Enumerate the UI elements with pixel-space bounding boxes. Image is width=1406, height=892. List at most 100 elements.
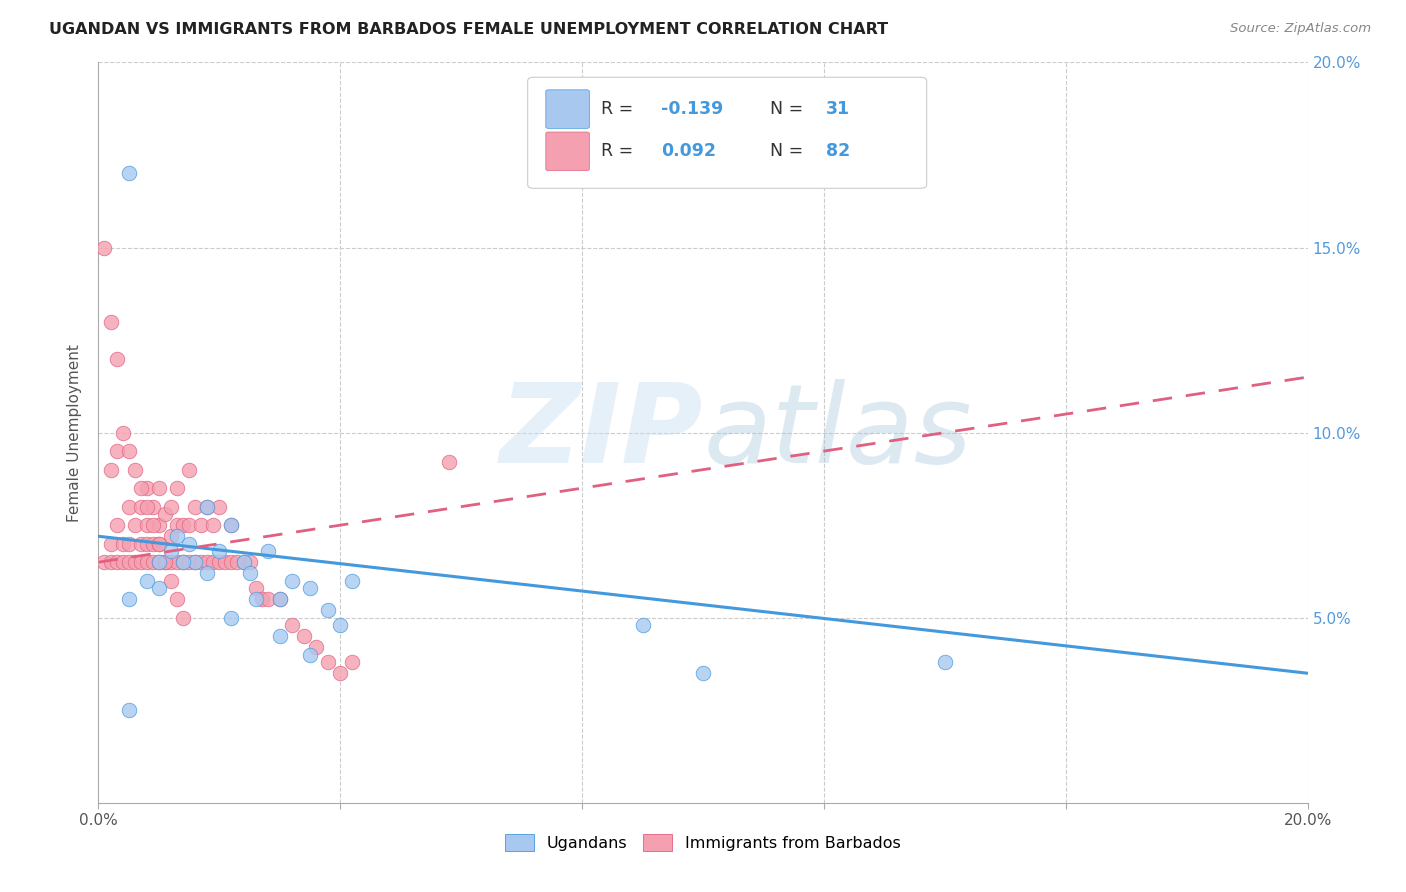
Y-axis label: Female Unemployment: Female Unemployment [67,343,83,522]
Point [124,518,146,533]
Point [124,462,146,476]
Point [160,574,183,588]
Point [172,518,194,533]
Point [245,581,267,595]
Point [316,655,339,669]
Point [342,574,364,588]
Point [166,481,188,495]
Point [329,666,352,681]
Point [232,555,254,569]
Point [105,351,128,366]
Point [166,555,188,569]
FancyBboxPatch shape [546,90,589,128]
Point [172,610,194,624]
Point [148,536,170,550]
Text: atlas: atlas [703,379,972,486]
Point [111,536,134,550]
Point [184,555,207,569]
Point [166,529,188,543]
Point [118,592,141,607]
Point [214,555,236,569]
Point [934,655,956,669]
Point [172,555,194,569]
Point [631,618,654,632]
Point [93,240,115,255]
Point [148,481,170,495]
Point [166,592,188,607]
Point [245,592,267,607]
Text: -0.139: -0.139 [661,100,723,118]
Point [179,536,201,550]
Text: 0.092: 0.092 [661,143,716,161]
Point [129,500,152,514]
Point [105,444,128,458]
Point [305,640,328,655]
Point [221,610,243,624]
Point [100,462,122,476]
Point [93,555,115,569]
Point [160,544,183,558]
Point [221,518,243,533]
Text: UGANDAN VS IMMIGRANTS FROM BARBADOS FEMALE UNEMPLOYMENT CORRELATION CHART: UGANDAN VS IMMIGRANTS FROM BARBADOS FEMA… [49,22,889,37]
Text: 31: 31 [827,100,851,118]
Point [299,648,322,662]
Point [118,536,141,550]
Point [118,500,141,514]
Point [129,555,152,569]
Point [292,629,315,643]
Point [202,555,225,569]
Point [153,507,176,521]
Point [160,529,183,543]
Point [179,462,201,476]
Point [129,536,152,550]
Point [202,518,225,533]
Point [148,555,170,569]
Point [232,555,254,569]
Point [100,555,122,569]
Point [135,555,157,569]
Point [281,574,304,588]
Point [195,555,218,569]
Point [111,555,134,569]
Point [299,581,322,595]
Point [342,655,364,669]
Point [135,500,157,514]
Point [135,481,157,495]
Point [118,703,141,717]
Point [160,500,183,514]
Point [135,518,157,533]
Point [100,536,122,550]
Text: Source: ZipAtlas.com: Source: ZipAtlas.com [1230,22,1371,36]
Point [256,592,278,607]
Point [239,566,262,581]
Point [208,500,231,514]
Point [160,555,183,569]
Point [135,574,157,588]
Point [226,555,249,569]
Point [184,555,207,569]
Point [124,555,146,569]
Text: R =: R = [602,143,640,161]
Point [250,592,273,607]
FancyBboxPatch shape [546,132,589,170]
Point [269,629,291,643]
Point [105,555,128,569]
Point [118,444,141,458]
Point [195,500,218,514]
Point [111,425,134,440]
Point [142,500,165,514]
Point [118,555,141,569]
Point [269,592,291,607]
Text: R =: R = [602,100,640,118]
Point [148,518,170,533]
Point [437,455,460,469]
Point [179,518,201,533]
Point [208,555,231,569]
Point [692,666,714,681]
Point [153,555,176,569]
Point [316,603,339,617]
Point [148,555,170,569]
Point [208,544,231,558]
Point [195,566,218,581]
Point [190,555,212,569]
